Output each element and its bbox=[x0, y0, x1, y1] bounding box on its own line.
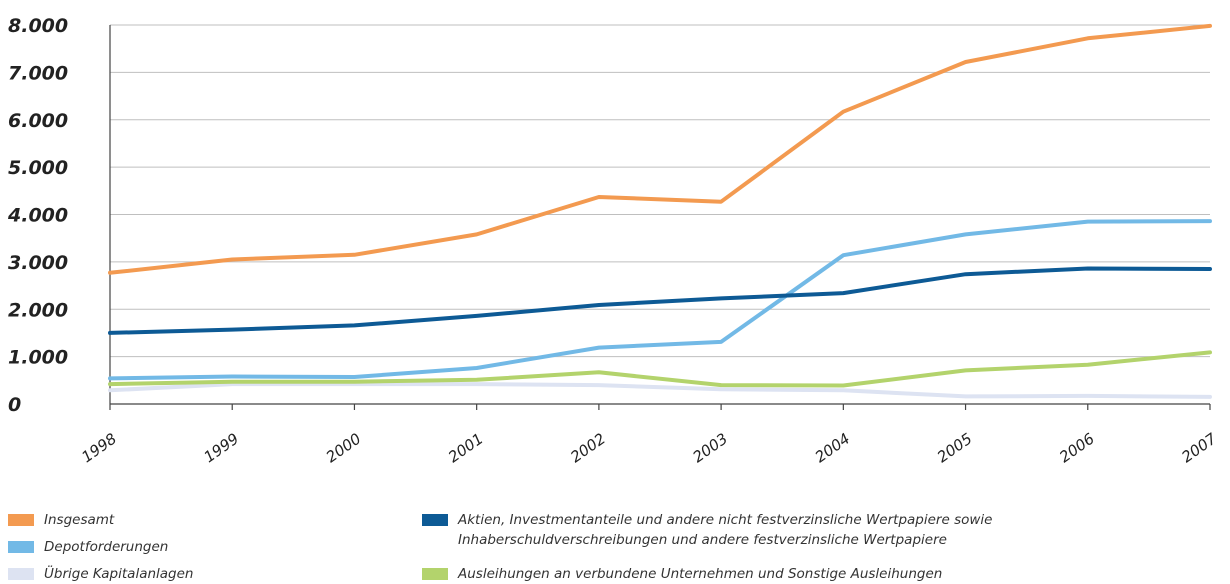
y-axis-ticks: 0 1.000 2.000 3.000 4.000 5.000 6.000 7.000 8.00… bbox=[7, 15, 68, 416]
x-tick-label: 2002 bbox=[567, 430, 609, 467]
x-tick-label: 2007 bbox=[1178, 429, 1220, 466]
x-tick-label: 2001 bbox=[445, 430, 487, 467]
series-line-aktien bbox=[108, 266, 1212, 335]
y-tick-label: 0 bbox=[8, 394, 21, 416]
axes bbox=[109, 25, 1210, 405]
x-tick-label: 1999 bbox=[201, 430, 243, 467]
series-line-insgesamt bbox=[108, 23, 1212, 275]
x-tick-label: 2006 bbox=[1056, 430, 1098, 467]
series-line-uebrige bbox=[108, 382, 1212, 399]
y-tick-label: 4.000 bbox=[7, 205, 68, 227]
x-tick-label: 2005 bbox=[934, 430, 976, 467]
x-tick-label: 2003 bbox=[689, 430, 731, 467]
x-axis-ticks: 1998 1999 2000 2001 2002 2003 2004 2005 2006 2007 bbox=[78, 404, 1220, 466]
y-tick-label: 3.000 bbox=[8, 252, 68, 274]
y-tick-label: 6.000 bbox=[8, 110, 68, 132]
y-tick-label: 1.000 bbox=[8, 347, 68, 369]
y-tick-label: 5.000 bbox=[8, 157, 68, 179]
y-tick-label: 8.000 bbox=[8, 15, 68, 37]
y-tick-label: 7.000 bbox=[8, 62, 68, 84]
series-line-ausleihungen bbox=[108, 350, 1212, 388]
x-tick-label: 2000 bbox=[323, 430, 365, 467]
y-tick-label: 2.000 bbox=[8, 299, 68, 321]
series-lines bbox=[108, 23, 1212, 399]
x-tick-label: 2004 bbox=[812, 430, 854, 467]
x-tick-label: 1998 bbox=[78, 430, 120, 467]
grid-lines bbox=[110, 24, 1210, 358]
series-line-depot bbox=[108, 219, 1212, 381]
